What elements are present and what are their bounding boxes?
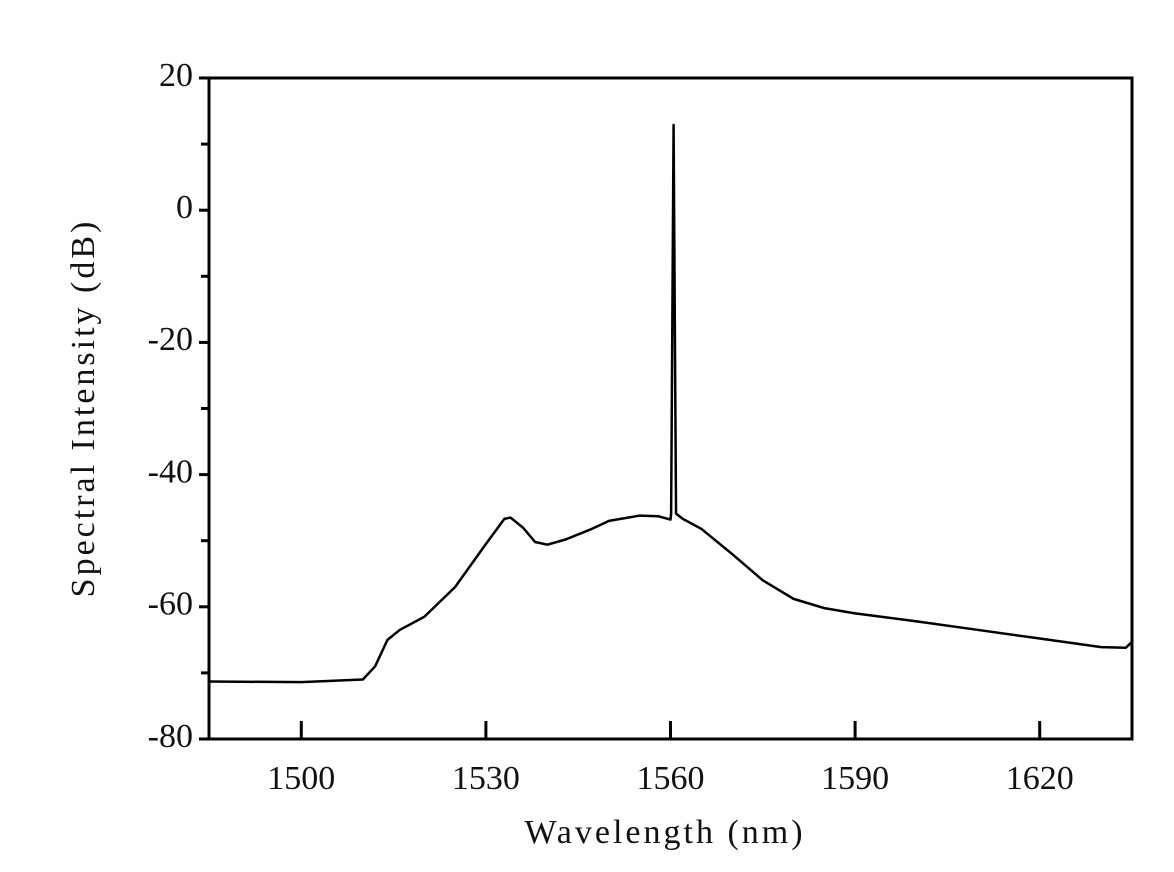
data-line: [208, 123, 1133, 684]
y-tick-label: -80: [148, 718, 193, 755]
y-axis-label: Spectral Intensity (dB): [65, 219, 102, 598]
y-tick-label: -40: [148, 453, 193, 490]
y-tick-label: -20: [148, 321, 193, 358]
y-tick-label: 0: [176, 189, 193, 226]
x-tick-label: 1530: [452, 760, 520, 797]
x-tick-label: 1590: [821, 760, 889, 797]
x-tick-label: 1500: [267, 760, 335, 797]
x-tick-label: 1620: [1006, 760, 1074, 797]
y-tick-label: 20: [159, 57, 193, 94]
plot-frame: [207, 76, 1134, 741]
x-tick-label: 1560: [637, 760, 705, 797]
y-tick-label: -60: [148, 586, 193, 623]
x-axis-label: Wavelength (nm): [524, 814, 805, 851]
